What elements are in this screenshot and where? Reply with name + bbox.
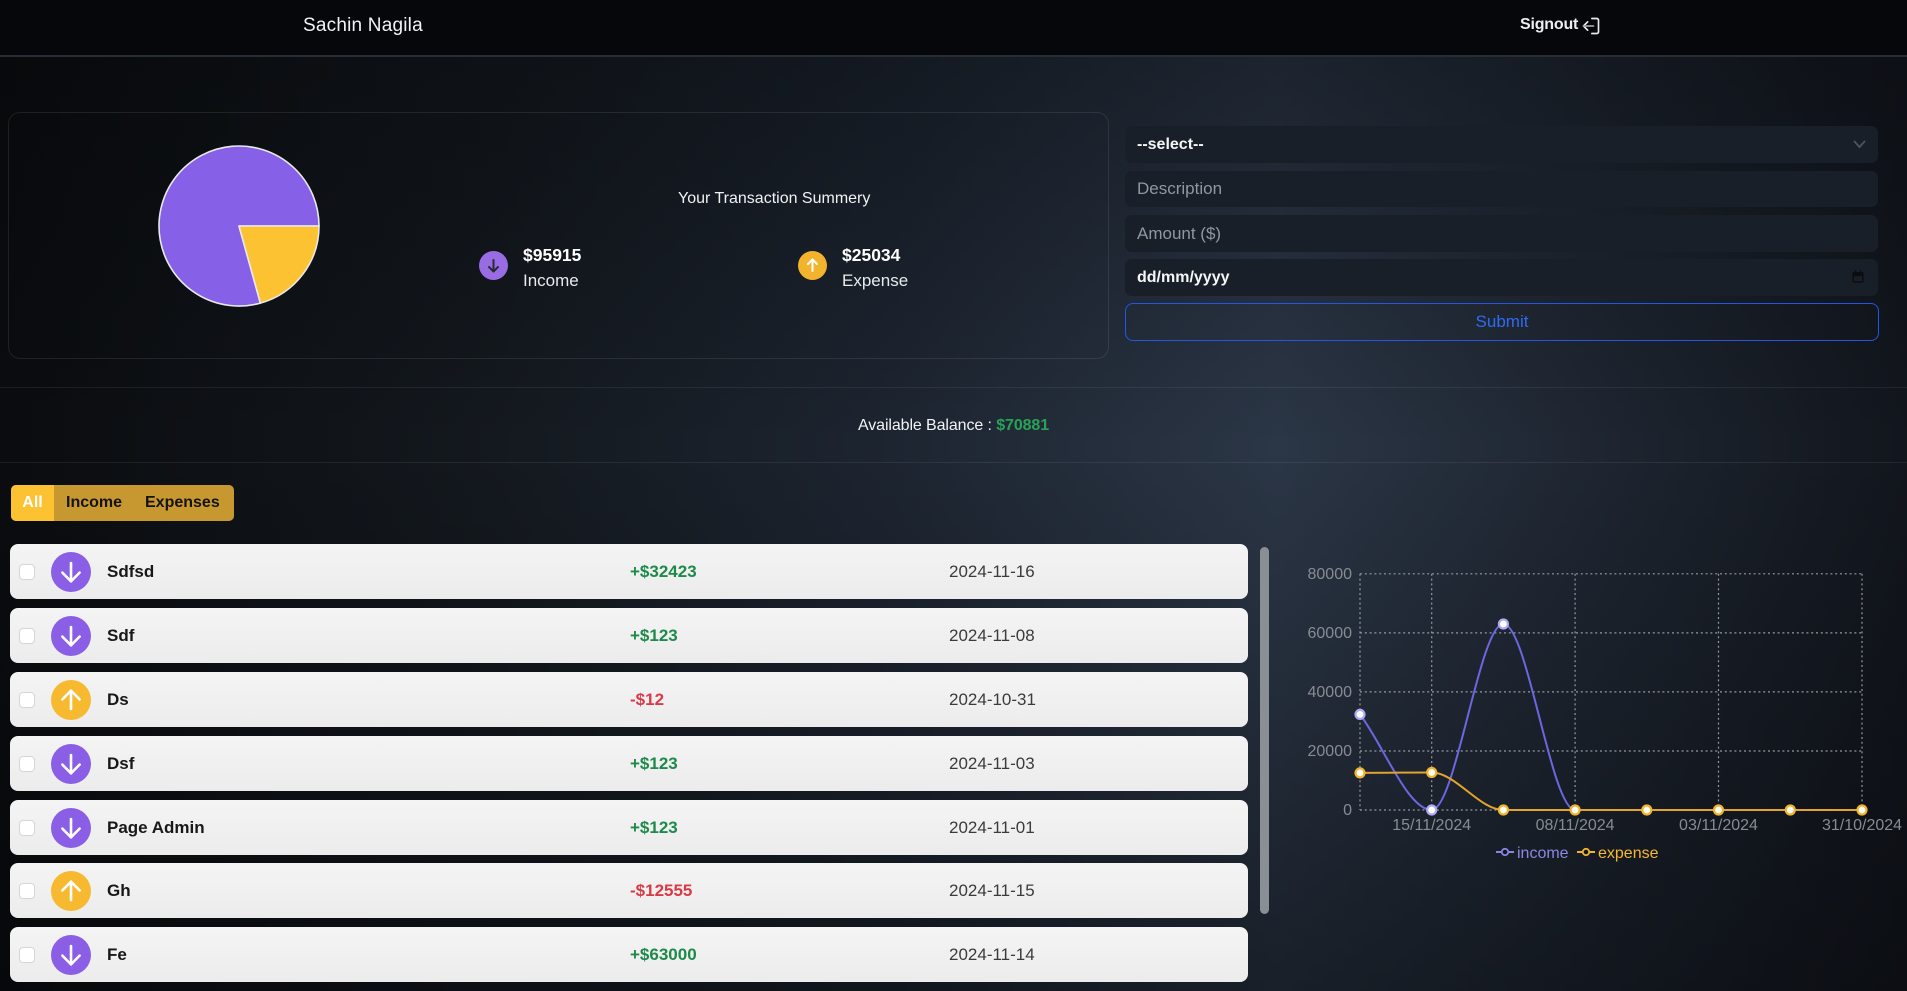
- svg-text:31/10/2024: 31/10/2024: [1822, 817, 1902, 834]
- svg-text:03/11/2024: 03/11/2024: [1679, 817, 1758, 834]
- svg-text:15/11/2024: 15/11/2024: [1392, 817, 1471, 834]
- svg-text:income: income: [1517, 845, 1569, 862]
- svg-text:80000: 80000: [1308, 566, 1353, 583]
- svg-text:60000: 60000: [1308, 625, 1353, 642]
- svg-text:40000: 40000: [1308, 684, 1353, 701]
- svg-text:08/11/2024: 08/11/2024: [1536, 817, 1615, 834]
- svg-text:expense: expense: [1598, 845, 1659, 862]
- svg-text:0: 0: [1343, 802, 1352, 819]
- svg-text:20000: 20000: [1308, 743, 1353, 760]
